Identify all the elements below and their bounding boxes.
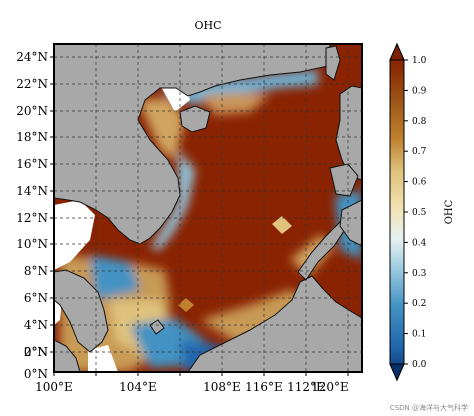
colorbar-tick-label: 0.1 (412, 330, 426, 340)
colorbar-tick-label: 0.3 (412, 269, 427, 279)
graticule (54, 44, 362, 372)
lon-label: 100°E (35, 380, 73, 394)
lat-label-16n: 16°N (16, 157, 48, 171)
lat-label-14n: 14°N (16, 184, 48, 198)
lon-label: 112°E (287, 380, 325, 394)
colorbar-bottom-arrow (389, 363, 405, 382)
lat-label-0n: 0°N (24, 367, 48, 381)
colorbar-top-arrow (389, 42, 405, 61)
lon-label-116e: 116°E (245, 380, 283, 394)
colorbar-tick-label: 0.5 (412, 208, 427, 218)
lon-label: 104°E (119, 380, 157, 394)
lat-label-2n: 2°N (24, 345, 48, 359)
colorbar-body (389, 42, 405, 382)
colorbar-tick-label: 0.6 (412, 178, 427, 188)
colorbar-tick-label: 0.2 (412, 299, 426, 309)
lat-label-8n: 8°N (24, 264, 48, 278)
lat-labels-visible: 2°N 4°N 6°N 8°N 10°N 12°N 14°N 16°N 18°N… (16, 50, 48, 381)
lat-label-10n: 10°N (16, 237, 48, 251)
colorbar-tick-label: 1.0 (412, 56, 427, 66)
map-title: OHC (194, 19, 221, 32)
colorbar: 1.0 0.9 0.8 0.7 0.6 0.5 0.4 0.3 0.2 0.1 … (389, 42, 455, 382)
lat-label-24n: 24°N (16, 50, 48, 64)
lat-label-18n: 18°N (16, 130, 48, 144)
lat-label-6n: 6°N (24, 291, 48, 305)
lat-label-22n: 22°N (16, 77, 48, 91)
colorbar-tick-label: 0.8 (412, 117, 427, 127)
colorbar-title: OHC (444, 199, 455, 224)
lat-label: 0°N (24, 345, 48, 359)
map-panel (54, 44, 362, 372)
feature-blob-1 (272, 216, 292, 234)
axis-ticks (50, 56, 349, 376)
map-frame (53, 43, 363, 373)
lon-label-120e: 120°E (311, 380, 349, 394)
colorbar-tick-label: 0.0 (412, 360, 427, 370)
lat-label-20n: 20°N (16, 104, 48, 118)
lat-labels: 0°N 2°N 2°N 2°N 2°N 2°N (24, 345, 48, 359)
colorbar-tick-label: 0.9 (412, 86, 427, 96)
feature-blob-2 (178, 298, 194, 312)
lon-labels-mid: 116°E 120°E (245, 380, 349, 394)
land (54, 44, 362, 372)
watermark: CSDN @海洋与大气科学 (389, 404, 468, 412)
lon-labels: 100°E 104°E 108°E 112°E 116°E 120°E (35, 380, 325, 394)
colorbar-tick-label: 0.7 (412, 147, 427, 157)
lat-label-12n: 12°N (16, 211, 48, 225)
lat-label-4n: 4°N (24, 318, 48, 332)
lon-label: 108°E (203, 380, 241, 394)
colorbar-tick-label: 0.4 (412, 238, 427, 248)
colorbar-ticks (404, 59, 408, 365)
